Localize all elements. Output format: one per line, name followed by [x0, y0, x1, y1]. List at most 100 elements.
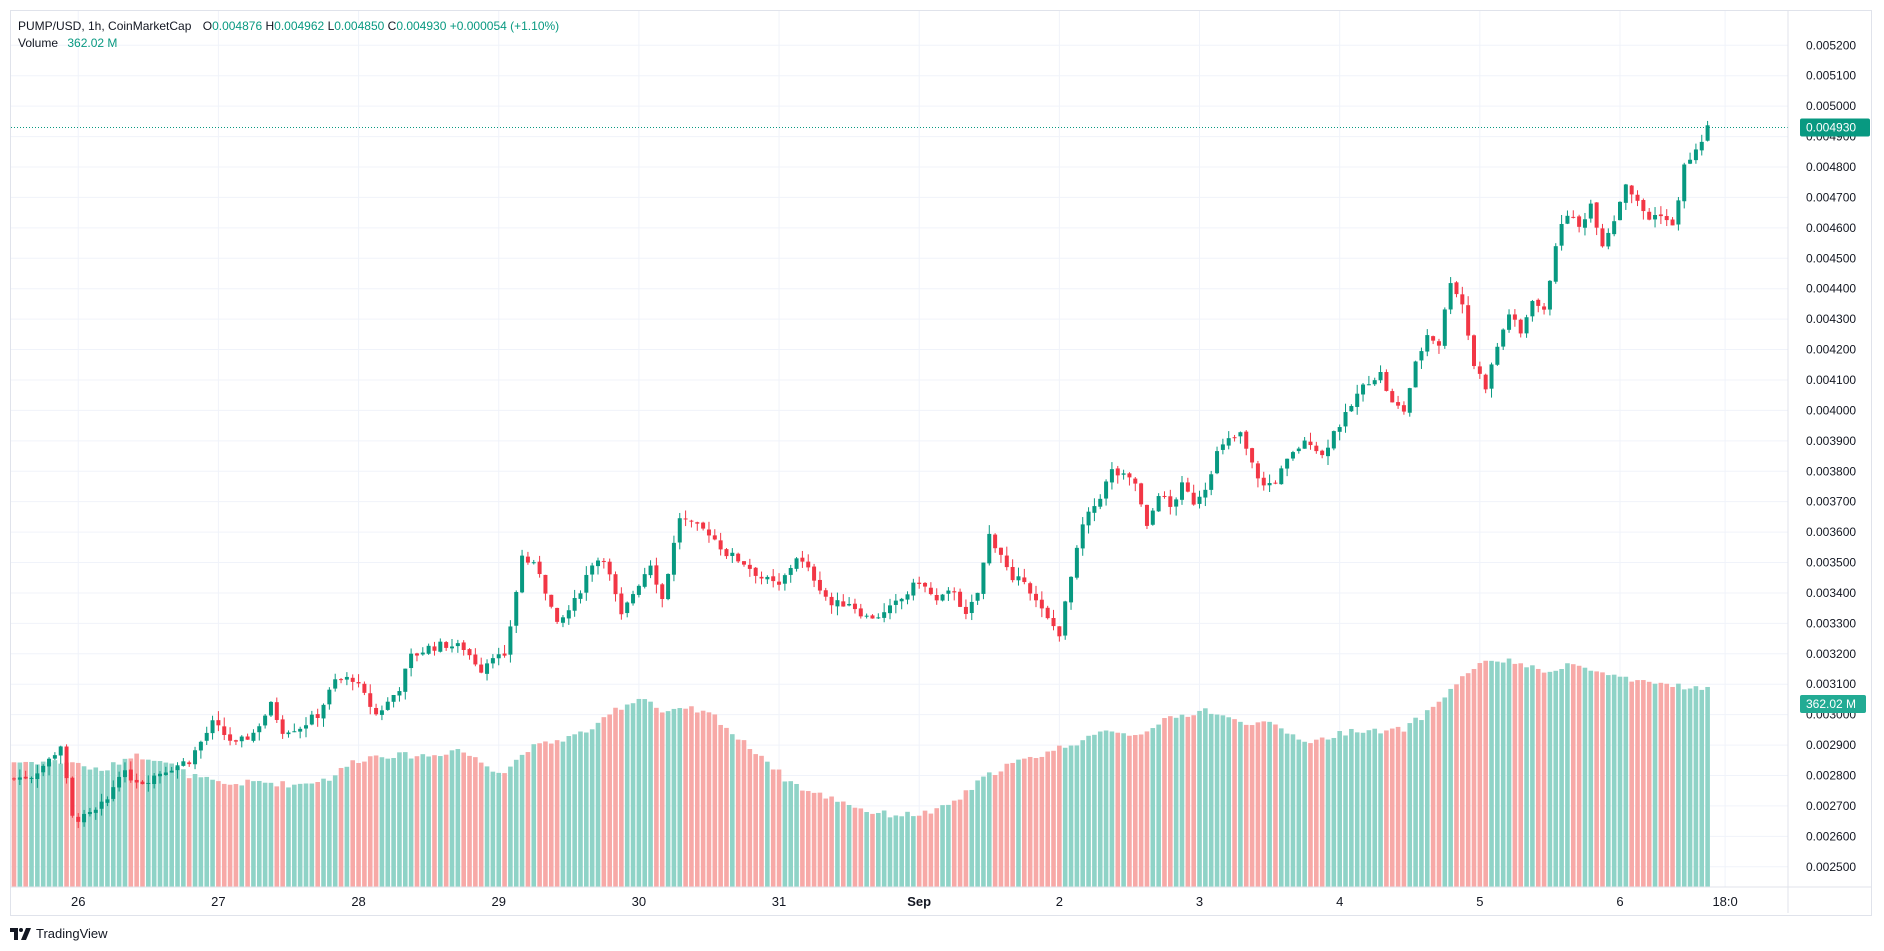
last-volume-label: 362.02 M: [1806, 697, 1856, 711]
volume-bar: [1092, 734, 1097, 887]
candle-body: [1431, 336, 1436, 341]
volume-bar: [788, 781, 794, 887]
y-tick-label: 0.005100: [1806, 69, 1856, 83]
volume-bar: [911, 816, 916, 887]
volume-bar: [1635, 680, 1640, 887]
candle-body: [1174, 499, 1179, 507]
candle-body: [1407, 388, 1412, 413]
y-tick-label: 0.003800: [1806, 464, 1856, 478]
volume-bar: [1016, 759, 1021, 887]
candle-body: [1016, 576, 1021, 581]
volume-bar: [344, 766, 350, 887]
x-tick-label: 30: [632, 894, 646, 909]
candle-body: [1063, 601, 1068, 636]
candle-body: [1688, 159, 1693, 164]
volume-bar: [665, 711, 671, 887]
volume-bar: [1150, 728, 1156, 887]
volume-bar: [292, 784, 297, 887]
x-tick-label: 3: [1196, 894, 1203, 909]
candle-body: [23, 776, 28, 779]
volume-bar: [805, 791, 811, 887]
price-axis[interactable]: 0.0052000.0051000.0050000.0049000.004800…: [11, 11, 1872, 913]
y-tick-label: 0.005200: [1806, 38, 1856, 52]
time-axis[interactable]: 26 27 28 29 30 31 Sep 2 3 4 5 6 18:0: [71, 894, 1738, 909]
last-price-label: 0.004930: [1806, 120, 1856, 134]
volume-bar: [1080, 740, 1086, 887]
last-volume-badge: 362.02 M: [1800, 695, 1866, 713]
candle-body: [975, 592, 980, 601]
volume-bar: [1617, 676, 1623, 887]
candle-body: [823, 590, 828, 597]
x-tick-label: 28: [351, 894, 365, 909]
candle-body: [356, 682, 361, 684]
volume-bar: [817, 792, 823, 887]
volume-bar: [233, 784, 239, 887]
close-label: C: [387, 19, 397, 33]
chart-frame[interactable]: [10, 10, 1872, 916]
volume-bar: [181, 769, 186, 887]
volume-bar: [1407, 723, 1413, 887]
volume-bar: [373, 755, 379, 887]
volume-bar: [578, 731, 583, 887]
candle-body: [490, 658, 495, 664]
volume-bar: [712, 714, 718, 887]
candle-body: [1080, 524, 1085, 549]
candle-body: [817, 579, 822, 591]
candle-body: [479, 664, 484, 673]
volume-bar: [864, 812, 869, 887]
candle-body: [274, 702, 279, 720]
volume-bar: [1623, 676, 1629, 887]
candle-body: [543, 574, 548, 594]
volume-bar: [963, 790, 969, 887]
y-tick-label: 0.002500: [1806, 860, 1856, 874]
volume-bar: [525, 752, 531, 887]
symbol-title[interactable]: PUMP/USD, 1h, CoinMarketCap: [18, 19, 192, 33]
candle-body: [309, 714, 314, 725]
candle-body: [1658, 214, 1663, 217]
grid: [11, 11, 1788, 887]
candle-body: [1139, 483, 1144, 505]
volume-bar: [58, 763, 64, 887]
volume-bar: [1395, 726, 1401, 887]
volume-bar: [23, 761, 28, 887]
volume-bar: [490, 771, 496, 887]
candle-body: [1220, 444, 1225, 450]
candle-body: [17, 777, 22, 780]
candle-body: [1582, 219, 1587, 228]
candle-body: [1098, 498, 1103, 507]
volume-bar: [636, 698, 642, 887]
candle-body: [1699, 141, 1704, 151]
candle-body: [47, 758, 52, 767]
candle-body: [502, 653, 507, 656]
candle-body: [99, 801, 104, 809]
candle-body: [1326, 447, 1330, 457]
candle-body: [736, 553, 741, 562]
volume-bar: [1027, 756, 1033, 887]
candle-body: [596, 560, 600, 567]
candle-body: [239, 736, 244, 742]
volume-bar: [671, 708, 677, 887]
candle-body: [841, 601, 846, 607]
candle-body: [1361, 384, 1366, 395]
candle-body: [1337, 427, 1342, 432]
candle-body: [742, 561, 746, 565]
candle-body: [619, 593, 624, 615]
y-tick-label: 0.003500: [1806, 556, 1856, 570]
volume-bar: [315, 782, 320, 887]
volume-bar: [1384, 730, 1389, 887]
volume-bar: [1372, 728, 1378, 887]
candle-body: [1314, 445, 1319, 452]
volume-bar: [332, 775, 338, 887]
volume-bar: [186, 778, 192, 887]
volume-bar: [1360, 732, 1366, 887]
candle-body: [1296, 448, 1301, 452]
candle-body: [958, 591, 963, 607]
tradingview-branding[interactable]: TradingView: [10, 926, 108, 941]
volume-bar: [140, 759, 145, 887]
volume-bar: [478, 762, 484, 887]
candle-body: [835, 600, 840, 607]
volume-bar: [642, 699, 648, 887]
volume-bar: [1191, 715, 1196, 887]
volume-bar: [1062, 747, 1068, 887]
